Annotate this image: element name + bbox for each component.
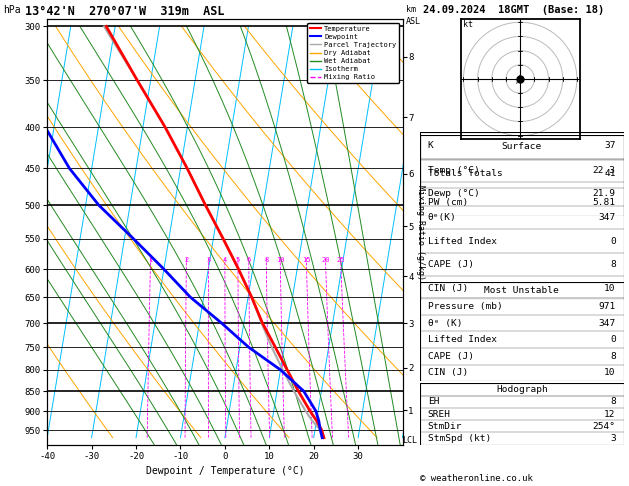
Text: LCL: LCL <box>403 435 418 445</box>
Text: 24.09.2024  18GMT  (Base: 18): 24.09.2024 18GMT (Base: 18) <box>423 5 604 15</box>
Text: CIN (J): CIN (J) <box>428 284 468 293</box>
Text: Totals Totals: Totals Totals <box>428 170 503 178</box>
Text: 12: 12 <box>604 410 616 418</box>
Text: 347: 347 <box>599 213 616 222</box>
Text: 22.3: 22.3 <box>593 166 616 175</box>
Text: 20: 20 <box>321 257 330 263</box>
Text: StmSpd (kt): StmSpd (kt) <box>428 434 491 443</box>
Y-axis label: Mixing Ratio (g/kg): Mixing Ratio (g/kg) <box>416 185 425 279</box>
Text: 4: 4 <box>223 257 227 263</box>
Text: Pressure (mb): Pressure (mb) <box>428 302 503 311</box>
Text: Dewp (°C): Dewp (°C) <box>428 190 479 198</box>
Text: 6: 6 <box>247 257 251 263</box>
Text: 0: 0 <box>610 335 616 344</box>
Text: Surface: Surface <box>502 142 542 151</box>
X-axis label: Dewpoint / Temperature (°C): Dewpoint / Temperature (°C) <box>145 466 304 476</box>
Text: K: K <box>428 141 433 150</box>
Text: 8: 8 <box>610 398 616 406</box>
Text: kt: kt <box>464 19 474 29</box>
Text: Temp (°C): Temp (°C) <box>428 166 479 175</box>
Text: EH: EH <box>428 398 439 406</box>
Text: 3: 3 <box>206 257 211 263</box>
Text: 0: 0 <box>610 237 616 245</box>
Text: CAPE (J): CAPE (J) <box>428 260 474 269</box>
Text: θᵉ(K): θᵉ(K) <box>428 213 457 222</box>
Text: StmDir: StmDir <box>428 422 462 431</box>
Text: Lifted Index: Lifted Index <box>428 237 497 245</box>
Text: 5.81: 5.81 <box>593 198 616 207</box>
Text: 8: 8 <box>610 260 616 269</box>
Text: 1: 1 <box>148 257 153 263</box>
Text: 10: 10 <box>604 368 616 377</box>
Text: 41: 41 <box>604 170 616 178</box>
Text: Hodograph: Hodograph <box>496 385 548 394</box>
Text: 10: 10 <box>604 284 616 293</box>
Text: 15: 15 <box>302 257 311 263</box>
Text: CAPE (J): CAPE (J) <box>428 352 474 361</box>
Text: PW (cm): PW (cm) <box>428 198 468 207</box>
Text: 5: 5 <box>236 257 240 263</box>
Text: 2: 2 <box>184 257 189 263</box>
Text: 971: 971 <box>599 302 616 311</box>
Text: Lifted Index: Lifted Index <box>428 335 497 344</box>
Text: 21.9: 21.9 <box>593 190 616 198</box>
Legend: Temperature, Dewpoint, Parcel Trajectory, Dry Adiabat, Wet Adiabat, Isotherm, Mi: Temperature, Dewpoint, Parcel Trajectory… <box>308 23 399 83</box>
Text: 13°42'N  270°07'W  319m  ASL: 13°42'N 270°07'W 319m ASL <box>25 5 225 18</box>
Text: 3: 3 <box>610 434 616 443</box>
Text: SREH: SREH <box>428 410 451 418</box>
Text: 347: 347 <box>599 319 616 328</box>
Text: 8: 8 <box>610 352 616 361</box>
Text: 37: 37 <box>604 141 616 150</box>
Text: 25: 25 <box>337 257 345 263</box>
Text: CIN (J): CIN (J) <box>428 368 468 377</box>
Text: 10: 10 <box>276 257 284 263</box>
Text: 8: 8 <box>264 257 269 263</box>
Text: km: km <box>406 5 416 14</box>
Text: ASL: ASL <box>406 17 421 26</box>
Text: © weatheronline.co.uk: © weatheronline.co.uk <box>420 474 533 483</box>
Text: Most Unstable: Most Unstable <box>484 286 559 295</box>
Text: 254°: 254° <box>593 422 616 431</box>
Text: θᵉ (K): θᵉ (K) <box>428 319 462 328</box>
Text: hPa: hPa <box>3 5 21 15</box>
